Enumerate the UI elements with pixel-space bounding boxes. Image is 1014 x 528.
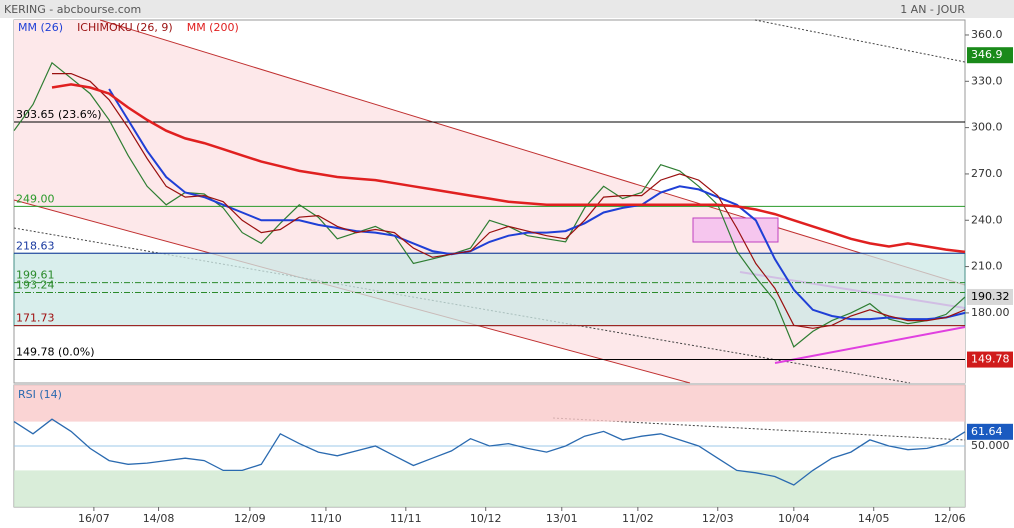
legend-entry: MM (26) — [18, 21, 63, 34]
x-tick-label: 11/02 — [622, 512, 654, 525]
x-tick-label: 12/03 — [702, 512, 734, 525]
level-label: 193.24 — [16, 278, 55, 291]
x-tick-label: 14/08 — [143, 512, 175, 525]
rsi-line — [13, 418, 966, 486]
level-label: 149.78 (0.0%) — [16, 346, 95, 359]
y-tick-label: 360.0 — [971, 28, 1003, 41]
level-zone — [13, 252, 966, 327]
x-tick-label: 11/10 — [310, 512, 342, 525]
period: 1 AN - JOUR — [900, 3, 965, 16]
trend-line — [13, 227, 911, 384]
legend-entry: ICHIMOKU (26, 9) — [77, 21, 173, 34]
x-tick-label: 13/01 — [546, 512, 578, 525]
price-tag — [967, 47, 1013, 64]
x-tick-label: 10/12 — [470, 512, 502, 525]
series-line — [52, 73, 966, 329]
level-label: 199.61 — [16, 269, 55, 282]
triangle-line — [774, 326, 966, 364]
series-line — [51, 83, 966, 254]
series-line — [108, 88, 966, 321]
oversold-zone — [14, 470, 965, 507]
price-tag-label: 149.78 — [971, 353, 1010, 366]
rsi-trend-line — [552, 417, 966, 441]
x-tick-label: 14/05 — [858, 512, 890, 525]
price-tag-label: 61.64 — [971, 425, 1003, 438]
y-tick-label: 210.0 — [971, 260, 1003, 273]
y-tick-label: 180.00 — [971, 306, 1010, 319]
x-tick-label: 16/07 — [78, 512, 110, 525]
y-tick-label: 270.0 — [971, 167, 1003, 180]
price-tag — [967, 288, 1013, 305]
y-tick-label: 300.0 — [971, 121, 1003, 134]
header-bar — [0, 0, 1014, 18]
y-tick-label: 240.0 — [971, 213, 1003, 226]
level-label: 303.65 (23.6%) — [16, 108, 102, 121]
overbought-zone — [14, 385, 965, 422]
x-tick-label: 11/11 — [390, 512, 422, 525]
legend-entry: MM (200) — [187, 21, 239, 34]
price-tag — [967, 351, 1013, 368]
price-tag — [967, 423, 1013, 440]
rsi-legend: RSI (14) — [18, 388, 62, 401]
x-tick-label: 12/09 — [234, 512, 266, 525]
level-label: 249.00 — [16, 192, 55, 205]
level-label: 218.63 — [16, 239, 55, 252]
y-tick-label: 330.0 — [971, 74, 1003, 87]
chart-title: KERING - abcbourse.com — [4, 3, 141, 16]
rsi-tick-label: 50.000 — [971, 439, 1010, 452]
price-tag-label: 190.32 — [971, 290, 1010, 303]
series-line — [13, 61, 966, 348]
level-label: 171.73 — [16, 312, 55, 325]
x-tick-label: 12/06 — [934, 512, 966, 525]
price-tag-label: 346.9 — [971, 48, 1003, 61]
channel-line — [99, 19, 966, 286]
x-tick-label: 10/04 — [778, 512, 810, 525]
